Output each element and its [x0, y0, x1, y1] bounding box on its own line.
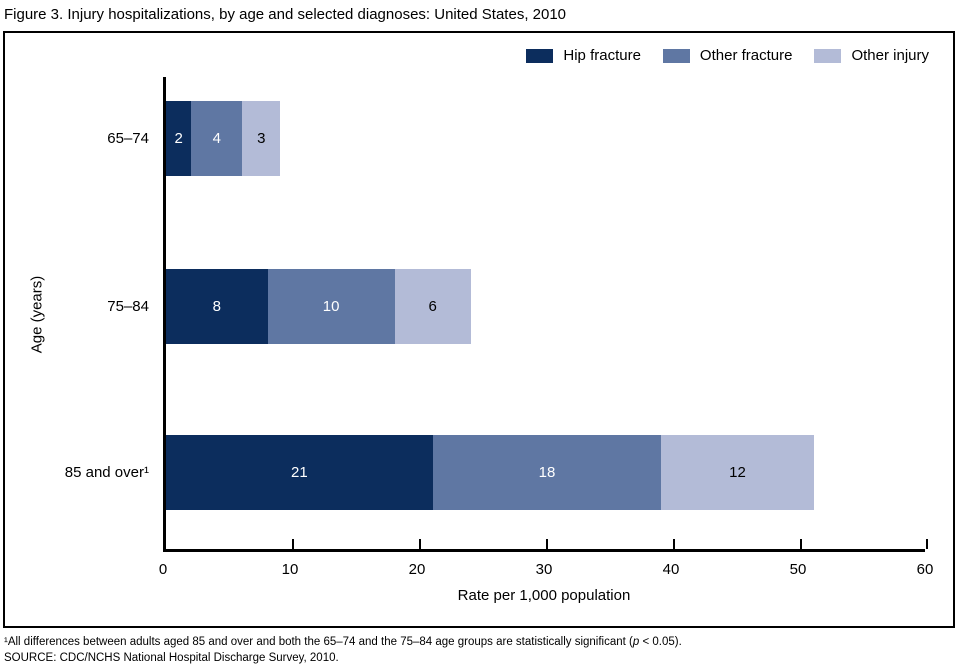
legend-label: Other injury [851, 47, 929, 64]
legend-label: Hip fracture [563, 47, 641, 64]
stacked-bar: 21 18 12 [166, 435, 814, 510]
bar-segment: 2 [166, 101, 192, 176]
x-axis-tick [800, 539, 802, 549]
x-axis-title: Rate per 1,000 population [457, 587, 631, 604]
footnotes: ¹All differences between adults aged 85 … [4, 634, 682, 666]
bar-value-label: 21 [291, 464, 308, 481]
category-label: 65–74 [107, 129, 149, 147]
chart-frame: Hip fracture Other fracture Other injury A… [3, 31, 955, 628]
bar-value-label: 2 [174, 130, 183, 147]
legend-item: Hip fracture [526, 47, 641, 64]
bar-value-label: 4 [212, 130, 221, 147]
x-axis-tick [546, 539, 548, 549]
bar-segment: 21 [166, 435, 433, 510]
bar-value-label: 6 [428, 298, 437, 315]
bar-segment: 6 [394, 269, 471, 344]
bar-value-label: 18 [538, 464, 556, 481]
legend-swatch [526, 48, 554, 63]
bar-segment: 3 [242, 101, 281, 176]
x-tick-label: 10 [281, 561, 299, 578]
bar-segment: 8 [166, 269, 268, 344]
x-axis-tick [673, 539, 675, 549]
stacked-bar: 8 10 6 [166, 269, 471, 344]
x-tick-label: 50 [789, 561, 807, 578]
bar-value-label: 3 [257, 130, 266, 147]
legend-swatch [814, 48, 842, 63]
bar-value-label: 12 [729, 464, 746, 481]
x-tick-label: 0 [158, 561, 168, 578]
legend-item: Other injury [814, 47, 929, 64]
x-tick-label: 40 [662, 561, 680, 578]
bar-segment: 18 [432, 435, 662, 510]
bar-segment: 10 [267, 269, 395, 344]
legend-label: Other fracture [699, 47, 793, 64]
bar-value-label: 10 [322, 298, 340, 315]
bar-segment: 12 [661, 435, 814, 510]
x-axis-tick [926, 539, 928, 549]
plot-area: 2 4 3 8 10 6 21 18 12 [163, 77, 928, 552]
x-tick-label: 30 [535, 561, 553, 578]
x-axis-tick [292, 539, 294, 549]
bar-segment: 4 [191, 101, 243, 176]
category-labels: 65–74 75–84 85 and over¹ [5, 77, 155, 552]
x-tick-label: 60 [916, 561, 934, 578]
footnote-source: SOURCE: CDC/NCHS National Hospital Disch… [4, 652, 339, 664]
figure-title: Figure 3. Injury hospitalizations, by ag… [4, 6, 567, 23]
x-axis-tick [419, 539, 421, 549]
legend-item: Other fracture [662, 47, 793, 64]
footnote-significance: ¹All differences between adults aged 85 … [4, 636, 682, 648]
bar-value-label: 8 [212, 298, 221, 315]
chart-legend: Hip fracture Other fracture Other injury [526, 47, 929, 64]
x-tick-label: 20 [408, 561, 426, 578]
legend-swatch [662, 48, 690, 63]
category-label: 85 and over¹ [64, 463, 149, 481]
stacked-bar: 2 4 3 [166, 101, 281, 176]
category-label: 75–84 [107, 297, 149, 315]
x-tick-labels: 0 10 20 30 40 50 60 [159, 561, 934, 581]
